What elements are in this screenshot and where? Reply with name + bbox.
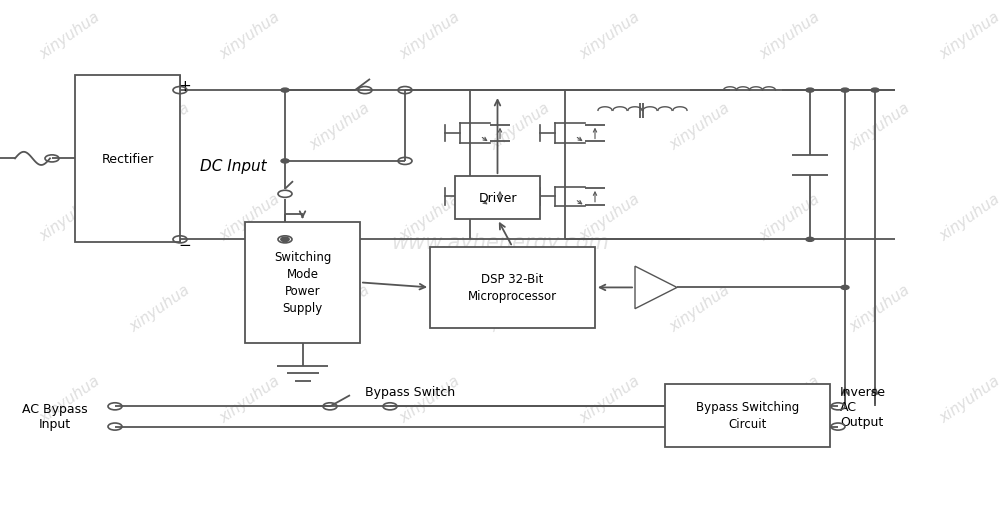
Text: xinyuhua: xinyuhua	[667, 100, 733, 153]
Text: Rectifier: Rectifier	[101, 153, 154, 166]
Text: xinyuhua: xinyuhua	[217, 191, 283, 243]
Text: xinyuhua: xinyuhua	[397, 191, 463, 243]
Text: xinyuhua: xinyuhua	[847, 100, 913, 153]
Text: xinyuhua: xinyuhua	[757, 9, 823, 62]
Text: DC Input: DC Input	[200, 159, 267, 174]
Text: xinyuhua: xinyuhua	[937, 9, 1000, 62]
Text: xinyuhua: xinyuhua	[127, 282, 193, 334]
Text: Bypass Switch: Bypass Switch	[365, 385, 455, 398]
Circle shape	[841, 89, 849, 93]
Text: xinyuhua: xinyuhua	[37, 191, 103, 243]
Text: Bypass Switching
Circuit: Bypass Switching Circuit	[696, 400, 799, 430]
Text: www.ayhenergy.com: www.ayhenergy.com	[391, 232, 609, 252]
Text: xinyuhua: xinyuhua	[397, 9, 463, 62]
Text: xinyuhua: xinyuhua	[37, 373, 103, 425]
Text: xinyuhua: xinyuhua	[577, 191, 643, 243]
Text: Driver: Driver	[478, 192, 517, 205]
Bar	[75, 76, 180, 242]
Text: xinyuhua: xinyuhua	[307, 282, 373, 334]
Text: xinyuhua: xinyuhua	[577, 373, 643, 425]
Circle shape	[871, 89, 879, 93]
Text: xinyuhua: xinyuhua	[487, 100, 553, 153]
Text: xinyuhua: xinyuhua	[397, 373, 463, 425]
Text: +: +	[179, 78, 191, 93]
Text: DSP 32-Bit
Microprocessor: DSP 32-Bit Microprocessor	[468, 273, 557, 303]
Text: −: −	[179, 237, 191, 252]
Circle shape	[841, 286, 849, 290]
Bar	[430, 247, 595, 328]
Text: Inverse
AC
Output: Inverse AC Output	[840, 385, 886, 428]
Text: xinyuhua: xinyuhua	[757, 373, 823, 425]
Text: xinyuhua: xinyuhua	[127, 100, 193, 153]
Text: xinyuhua: xinyuhua	[577, 9, 643, 62]
Text: Switching
Mode
Power
Supply: Switching Mode Power Supply	[274, 251, 331, 315]
Bar	[665, 384, 830, 447]
Circle shape	[806, 89, 814, 93]
Text: xinyuhua: xinyuhua	[487, 282, 553, 334]
Text: xinyuhua: xinyuhua	[757, 191, 823, 243]
Text: xinyuhua: xinyuhua	[37, 9, 103, 62]
Text: xinyuhua: xinyuhua	[937, 373, 1000, 425]
Text: xinyuhua: xinyuhua	[307, 100, 373, 153]
Bar	[245, 222, 360, 343]
Circle shape	[281, 89, 289, 93]
Text: xinyuhua: xinyuhua	[217, 9, 283, 62]
Circle shape	[281, 160, 289, 164]
Polygon shape	[635, 267, 677, 309]
Circle shape	[806, 238, 814, 242]
Bar	[455, 177, 540, 220]
Text: xinyuhua: xinyuhua	[847, 282, 913, 334]
Text: xinyuhua: xinyuhua	[217, 373, 283, 425]
Text: xinyuhua: xinyuhua	[667, 282, 733, 334]
Text: xinyuhua: xinyuhua	[937, 191, 1000, 243]
Circle shape	[281, 238, 289, 242]
Circle shape	[281, 238, 289, 242]
Text: AC Bypass
Input: AC Bypass Input	[22, 402, 88, 431]
